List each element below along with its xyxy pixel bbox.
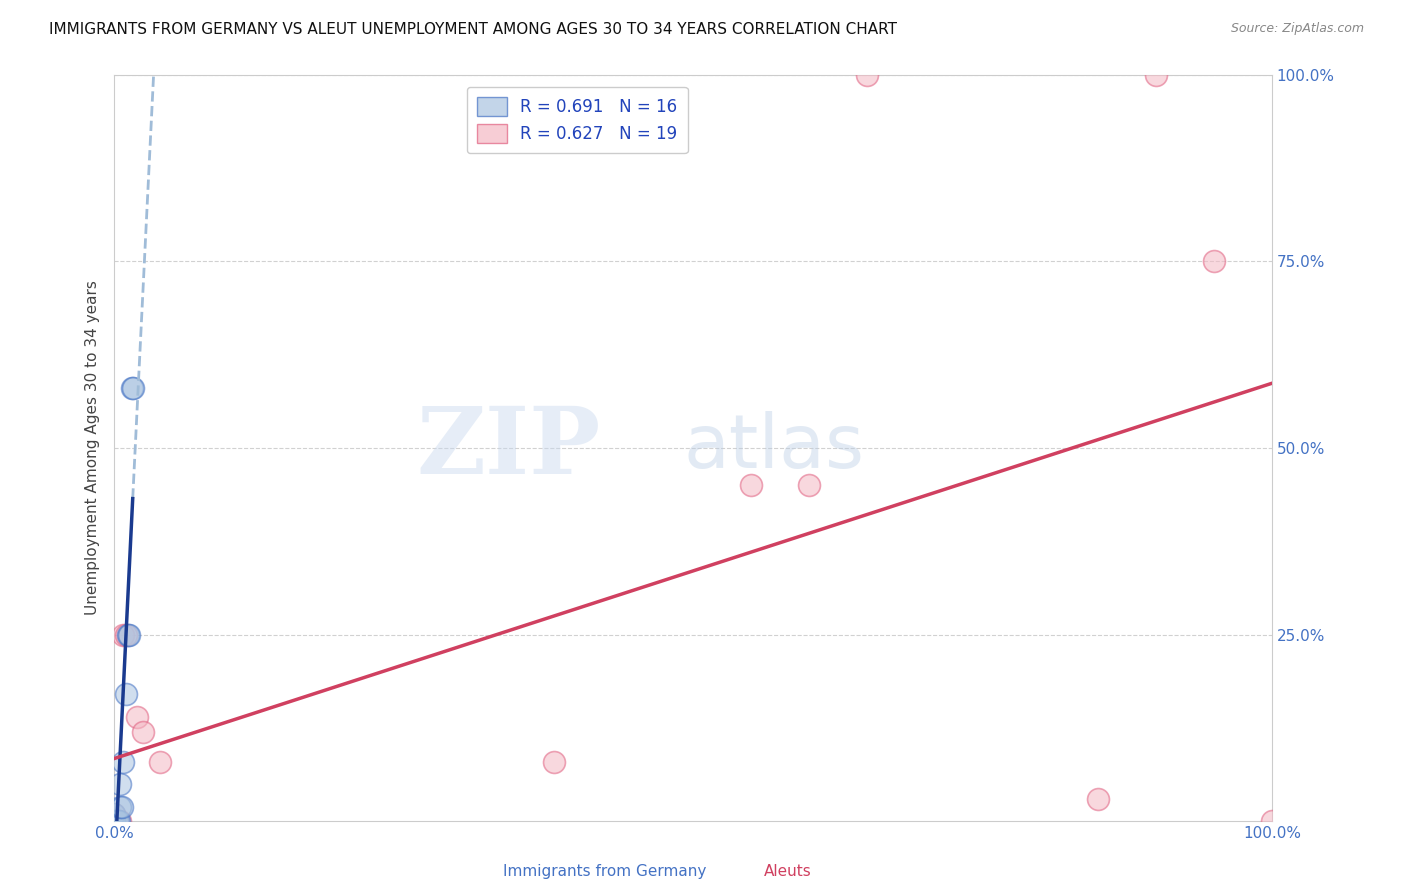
Point [118,628,141,642]
Point [149,755,172,769]
Text: Source: ZipAtlas.com: Source: ZipAtlas.com [1230,22,1364,36]
Point [108,814,131,829]
Point [103,807,125,822]
Point [543,755,565,769]
Point [114,688,136,702]
Point [103,814,125,829]
Text: IMMIGRANTS FROM GERMANY VS ALEUT UNEMPLOYMENT AMONG AGES 30 TO 34 YEARS CORRELAT: IMMIGRANTS FROM GERMANY VS ALEUT UNEMPLO… [49,22,897,37]
Text: Aleuts: Aleuts [763,863,811,879]
Point [740,478,762,492]
Point [127,710,149,724]
Point [105,814,128,829]
Point [103,814,125,829]
Text: Immigrants from Germany: Immigrants from Germany [503,863,706,879]
Legend: R = 0.691   N = 16, R = 0.627   N = 19: R = 0.691 N = 16, R = 0.627 N = 19 [467,87,688,153]
Point [107,814,129,829]
Point [117,628,139,642]
Point [103,814,125,829]
Point [1144,68,1167,82]
Point [108,799,131,814]
Point [112,755,135,769]
Point [121,381,143,395]
Point [108,777,131,791]
Point [111,799,134,814]
Text: atlas: atlas [683,411,865,484]
Point [103,814,125,829]
Point [797,478,820,492]
Point [1202,254,1225,268]
Point [1261,814,1284,829]
Point [114,628,136,642]
Y-axis label: Unemployment Among Ages 30 to 34 years: Unemployment Among Ages 30 to 34 years [86,281,100,615]
Point [855,68,877,82]
Point [132,724,155,739]
Point [112,628,135,642]
Point [103,807,125,822]
Point [103,814,125,829]
Point [107,814,129,829]
Point [108,814,131,829]
Text: ZIP: ZIP [416,403,600,493]
Point [1087,792,1109,806]
Point [103,814,125,829]
Point [121,381,143,395]
